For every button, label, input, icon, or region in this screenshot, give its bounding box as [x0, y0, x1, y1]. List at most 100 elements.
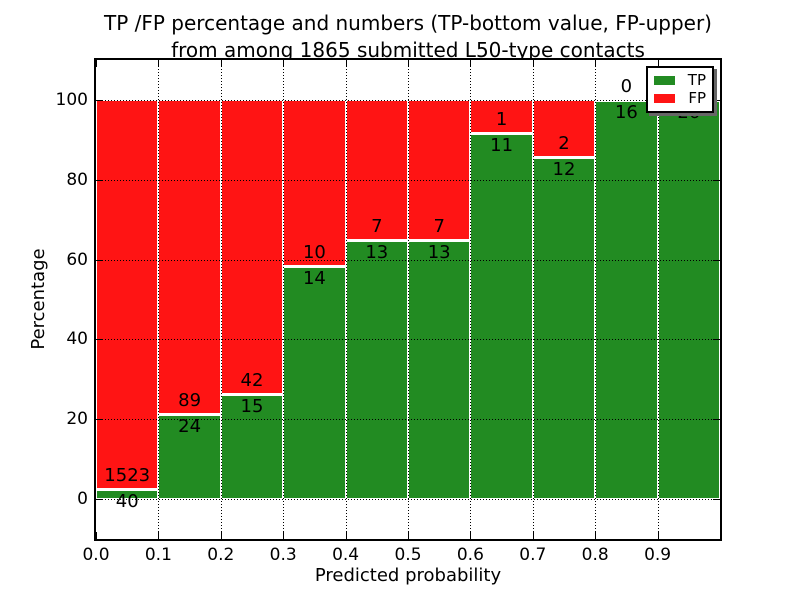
legend-item-tp: TP	[654, 72, 706, 89]
legend: TP FP	[646, 66, 714, 113]
x-tickmark-bottom	[345, 532, 347, 539]
x-tickmark-bottom	[532, 532, 534, 539]
x-tickmark-top	[220, 60, 222, 67]
x-tickmark-top	[283, 60, 285, 67]
y-tickmark-left	[96, 99, 103, 101]
fp-count-label: 7	[371, 215, 383, 237]
x-tickmark-top	[657, 60, 659, 67]
tp-count-label: 16	[614, 101, 638, 123]
tp-bar-segment	[470, 133, 533, 500]
x-tickmark-bottom	[158, 532, 160, 539]
fp-bar-segment	[220, 99, 284, 395]
y-tickmark-right	[713, 339, 720, 341]
tp-bar-segment	[345, 239, 408, 500]
x-tickmark-bottom	[470, 532, 472, 539]
tp-bar-segment	[657, 99, 720, 500]
legend-label-tp: TP	[687, 71, 706, 89]
fp-count-label: 2	[558, 132, 570, 154]
tp-count-label: 40	[115, 490, 139, 512]
x-tickmark-bottom	[96, 532, 97, 539]
x-tickmark-top	[470, 60, 472, 67]
y-tick-label: 80	[66, 169, 88, 190]
fp-count-label: 0	[620, 75, 633, 97]
fp-count-label: 1523	[104, 464, 151, 486]
x-tickmark-top	[158, 60, 160, 67]
x-tick-label: 0.4	[332, 545, 360, 565]
x-axis-label: Predicted probability	[314, 565, 502, 586]
vertical-gridline	[657, 60, 659, 539]
y-tickmark-right	[713, 99, 720, 101]
x-tickmark-top	[532, 60, 534, 67]
x-tickmark-bottom	[220, 532, 222, 539]
y-tickmark-right	[713, 179, 720, 181]
tp-bar-segment	[532, 156, 596, 500]
tp-bar-segment	[283, 266, 346, 500]
tp-bar-segment	[158, 414, 221, 500]
axis-spine-left	[94, 58, 96, 541]
y-tickmark-left	[96, 179, 103, 181]
fp-count-label: 7	[433, 215, 445, 237]
y-tick-label: 60	[66, 249, 88, 270]
vertical-gridline	[220, 60, 222, 539]
tp-bar-segment	[220, 394, 284, 500]
y-tick-label: 100	[55, 89, 88, 110]
y-tickmark-right	[713, 259, 720, 261]
fp-count-label: 89	[178, 390, 202, 412]
tp-bar-segment	[595, 99, 658, 500]
fp-count-label: 10	[302, 242, 326, 264]
x-tickmark-top	[345, 60, 347, 67]
x-tick-label: 0.0	[82, 545, 110, 565]
fp-bar-segment	[158, 99, 221, 415]
vertical-gridline	[532, 60, 534, 539]
axis-spine-bottom	[94, 539, 722, 541]
plot-area: Percentage Predicted probability TP FP 1…	[28, 58, 722, 586]
tp-bar-segment	[408, 239, 471, 500]
fp-count-label: 1	[495, 109, 508, 131]
y-tickmark-left	[96, 259, 103, 261]
x-tickmark-bottom	[657, 532, 659, 539]
y-tickmark-left	[96, 419, 103, 421]
vertical-gridline	[595, 60, 597, 539]
tp-count-label: 13	[365, 241, 389, 263]
vertical-gridline	[408, 60, 409, 539]
x-tick-label: 0.1	[144, 545, 172, 565]
x-tick-label: 0.7	[519, 545, 547, 565]
x-tickmark-bottom	[283, 532, 285, 539]
vertical-gridline	[158, 60, 160, 539]
x-tick-label: 0.9	[644, 545, 672, 565]
tp-count-label: 12	[552, 158, 576, 180]
tp-bar-segment	[96, 488, 159, 500]
y-tick-label: 20	[66, 409, 88, 430]
legend-swatch-tp	[654, 76, 675, 85]
legend-swatch-fp	[654, 94, 676, 103]
y-tickmark-left	[96, 339, 103, 341]
x-tickmark-bottom	[595, 532, 597, 539]
legend-item-fp: FP	[654, 90, 706, 107]
axis-spine-top	[94, 58, 722, 60]
vertical-gridline	[345, 60, 347, 539]
y-tickmark-right	[713, 499, 720, 501]
legend-label-fp: FP	[688, 89, 706, 107]
x-tickmark-bottom	[408, 532, 409, 539]
x-tick-label: 0.6	[456, 545, 484, 565]
tp-count-label: 13	[427, 241, 451, 263]
vertical-gridline	[470, 60, 472, 539]
y-tickmark-left	[96, 499, 103, 501]
tp-count-label: 11	[490, 135, 514, 157]
fp-bar-segment	[96, 99, 159, 489]
y-tick-label: 0	[77, 489, 88, 510]
tp-count-label: 14	[302, 268, 326, 290]
x-tick-label: 0.2	[207, 545, 235, 565]
y-tick-label: 40	[66, 329, 88, 350]
x-tickmark-top	[595, 60, 597, 67]
y-axis-label: Percentage	[28, 248, 49, 350]
x-tickmark-top	[408, 60, 409, 67]
axis-spine-right	[720, 58, 722, 541]
x-tickmark-top	[96, 60, 97, 67]
x-tick-label: 0.5	[394, 545, 422, 565]
x-tick-label: 0.3	[269, 545, 297, 565]
tp-count-label: 15	[240, 396, 264, 418]
x-tick-label: 0.8	[581, 545, 609, 565]
chart-title: TP /FP percentage and numbers (TP-bottom…	[96, 10, 720, 64]
